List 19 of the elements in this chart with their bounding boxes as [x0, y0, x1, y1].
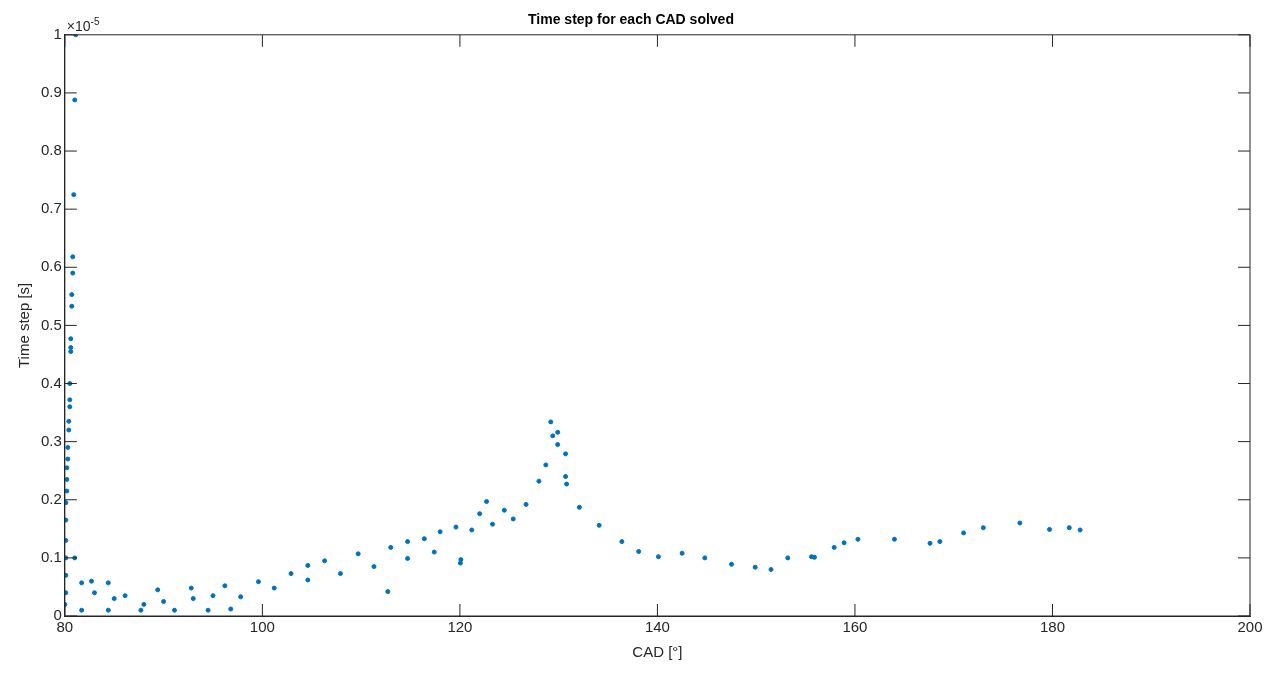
x-tick-label: 160 [842, 618, 868, 636]
x-tick-label: 120 [447, 618, 473, 636]
y-tick-label: 0.4 [40, 373, 62, 391]
y-tick-label: 0.5 [40, 315, 62, 333]
x-axis-title: CAD [°] [632, 643, 683, 661]
y-axis-title: Time step [s] [15, 282, 33, 369]
y-tick-label: 0.2 [40, 489, 62, 507]
y-tick-label: 0.6 [40, 257, 62, 275]
y-tick-label: 0.9 [40, 83, 62, 101]
chart-title: Time step for each CAD solved [528, 11, 734, 28]
x-tick-label: 200 [1237, 618, 1263, 636]
y-tick-label: 1 [53, 24, 62, 42]
y-tick-label: 0.7 [40, 199, 62, 217]
y-tick-label: 0.8 [40, 141, 62, 159]
x-tick-label: 180 [1039, 618, 1065, 636]
x-tick-label: 100 [249, 618, 275, 636]
y-tick-label: 0.1 [40, 548, 62, 566]
x-tick-label: 140 [644, 618, 670, 636]
y-tick-label: 0.3 [40, 431, 62, 449]
